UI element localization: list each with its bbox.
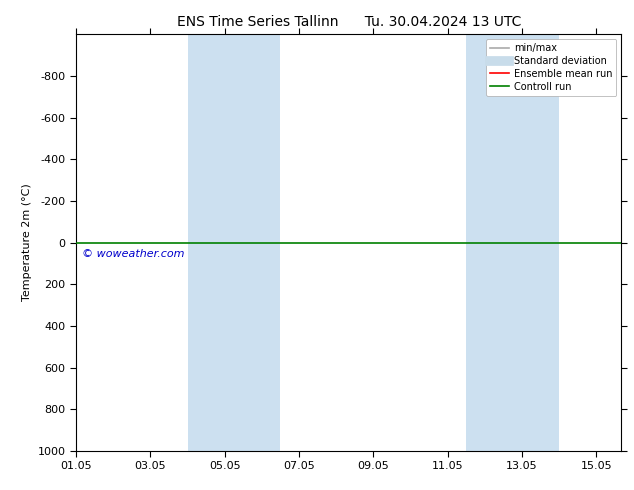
Legend: min/max, Standard deviation, Ensemble mean run, Controll run: min/max, Standard deviation, Ensemble me… (486, 39, 616, 96)
Bar (188, 34, 280, 451)
Bar (467, 34, 559, 451)
Y-axis label: Temperature 2m (°C): Temperature 2m (°C) (22, 184, 32, 301)
Title: ENS Time Series Tallinn      Tu. 30.04.2024 13 UTC: ENS Time Series Tallinn Tu. 30.04.2024 1… (176, 15, 521, 29)
Text: © woweather.com: © woweather.com (82, 249, 184, 259)
